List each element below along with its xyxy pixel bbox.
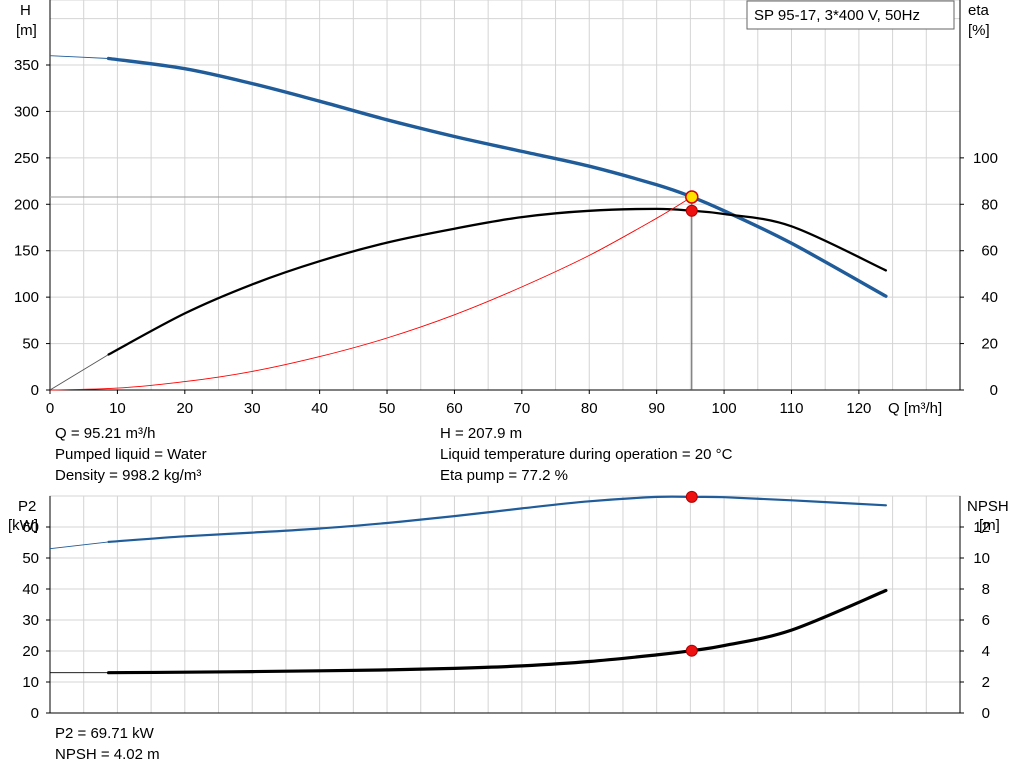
y-right-label-line2: [%]: [968, 22, 990, 39]
info-eta-pump: Eta pump = 77.2 %: [440, 467, 568, 484]
title-box: [746, 0, 955, 30]
y-right-tick-label: 0: [990, 382, 998, 399]
x-tick-label: 10: [109, 400, 126, 417]
top-curves: [49, 55, 888, 391]
info-q: Q = 95.21 m³/h: [55, 425, 156, 442]
x-tick-label: 30: [244, 400, 261, 417]
npsh-tick-label: 8: [982, 581, 990, 598]
y-right-tick-label: 60: [981, 243, 998, 260]
y-left-tick-label: 300: [14, 103, 39, 120]
top-grid: [49, 0, 961, 391]
bottom-curves: [49, 490, 888, 675]
p2-tick-label: 40: [22, 581, 39, 598]
y-right-tick-label: 100: [973, 150, 998, 167]
y-right-label-line1: eta: [968, 2, 990, 19]
x-tick-label: 40: [311, 400, 328, 417]
plot-frame: [49, 495, 961, 714]
bottom-grid: [49, 495, 961, 714]
npsh-tick-label: 2: [982, 674, 990, 691]
y-right-tick-label: 40: [981, 289, 998, 306]
info-h: H = 207.9 m: [440, 425, 523, 442]
eta-curve: [107, 207, 888, 356]
npsh-axis-label-line1: NPSH: [967, 498, 1009, 515]
duty-point-eta-marker: [685, 204, 698, 217]
p2-axis-label-line2: [kW]: [8, 517, 38, 534]
x-tick-label: 60: [446, 400, 463, 417]
x-tick-label: 90: [648, 400, 665, 417]
head-curve-extrapolated: [49, 55, 109, 59]
p2-tick-label: 20: [22, 643, 39, 660]
x-tick-label: 120: [846, 400, 871, 417]
y-left-label-line2: [m]: [16, 22, 37, 39]
info-temperature: Liquid temperature during operation = 20…: [440, 446, 733, 463]
y-left-tick-label: 0: [31, 382, 39, 399]
head-curve: [106, 56, 888, 298]
p2-tick-label: 60: [22, 519, 39, 536]
x-tick-label: 50: [379, 400, 396, 417]
x-tick-label: 110: [780, 400, 804, 417]
duty-point-npsh-marker: [685, 644, 698, 657]
npsh-tick-label: 12: [973, 519, 990, 536]
y-left-tick-label: 350: [14, 57, 39, 74]
p2-tick-label: 10: [22, 674, 39, 691]
info-liquid: Pumped liquid = Water: [55, 446, 207, 463]
x-axis-label: Q [m³/h]: [888, 400, 942, 417]
duty-point-head-marker: [685, 190, 699, 204]
x-tick-label: 100: [712, 400, 737, 417]
npsh-tick-label: 6: [982, 612, 990, 629]
y-right-tick-label: 20: [981, 336, 998, 353]
y-left-tick-label: 200: [14, 196, 39, 213]
y-right-tick-label: 80: [981, 196, 998, 213]
x-tick-label: 20: [176, 400, 193, 417]
system-curve: [49, 196, 693, 391]
npsh-axis-label-line2: [m]: [979, 517, 1000, 534]
info-density: Density = 998.2 kg/m³: [55, 467, 202, 484]
info-p2: P2 = 69.71 kW: [55, 725, 154, 742]
npsh-tick-label: 0: [982, 705, 990, 722]
eta-curve-extrapolated: [49, 354, 109, 391]
x-tick-label: 80: [581, 400, 598, 417]
chart-title: SP 95-17, 3*400 V, 50Hz: [754, 7, 920, 24]
npsh-tick-label: 10: [973, 550, 990, 567]
p2-tick-label: 0: [31, 705, 39, 722]
p2-tick-label: 30: [22, 612, 39, 629]
p2-axis-label-line1: P2: [18, 498, 36, 515]
p2-tick-label: 50: [22, 550, 39, 567]
npsh-tick-label: 4: [982, 643, 990, 660]
tick-labels: 0 10 20 30 40 50 60 70 80 90 100 110 120050100150200…: [14, 57, 998, 722]
y-left-tick-label: 100: [14, 289, 39, 306]
p2-curve: [107, 495, 887, 543]
y-left-label-line1: H: [20, 2, 31, 19]
duty-point-p2-marker: [685, 490, 698, 503]
y-left-tick-label: 250: [14, 150, 39, 167]
plot-frame: [49, 0, 961, 391]
x-tick-label: 70: [514, 400, 531, 417]
x-tick-label: 0: [46, 400, 54, 417]
y-left-tick-label: 150: [14, 243, 39, 260]
y-left-tick-label: 50: [22, 336, 39, 353]
info-npsh: NPSH = 4.02 m: [55, 746, 160, 763]
npsh-curve: [107, 588, 888, 675]
p2-curve-extrapolated: [49, 541, 109, 550]
